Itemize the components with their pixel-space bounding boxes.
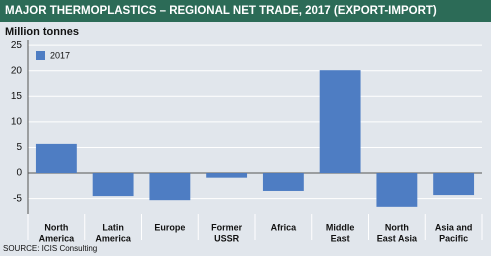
x-tick-label: North xyxy=(44,222,68,232)
source: SOURCE: ICIS Consulting xyxy=(3,244,97,253)
y-tick-label: 0 xyxy=(16,168,22,179)
x-tick-label: North xyxy=(385,222,409,232)
chart-title: MAJOR THERMOPLASTICS – REGIONAL NET TRAD… xyxy=(5,5,437,17)
x-tick-label: Europe xyxy=(154,222,185,232)
x-tick-label: Asia and xyxy=(435,222,473,232)
y-axis-title: Million tonnes xyxy=(5,26,79,38)
x-tick-label: Latin xyxy=(102,222,124,232)
x-tick-label: Africa xyxy=(271,222,298,232)
legend-label: 2017 xyxy=(50,50,70,60)
y-tick-label: 5 xyxy=(16,142,22,153)
y-tick-label: 25 xyxy=(11,40,23,51)
y-tick-label: 20 xyxy=(11,65,23,76)
bar xyxy=(319,70,361,174)
bar xyxy=(433,173,475,196)
bar xyxy=(376,173,418,207)
x-tick-label: Former xyxy=(211,222,243,232)
legend-swatch xyxy=(36,51,45,60)
bar xyxy=(92,173,134,197)
x-tick-label: East Asia xyxy=(377,233,418,243)
title-banner xyxy=(0,0,491,22)
x-tick-label: Middle xyxy=(326,222,355,232)
x-tick-label: America xyxy=(95,233,132,243)
y-tick-label: 10 xyxy=(11,117,23,128)
bar xyxy=(206,173,248,178)
x-tick-label: Pacific xyxy=(439,233,468,243)
y-tick-label: -5 xyxy=(13,193,22,204)
x-tick-label: East xyxy=(331,233,350,243)
x-tick-label: America xyxy=(39,233,76,243)
x-tick-label: USSR xyxy=(214,233,240,243)
bar xyxy=(149,173,191,201)
y-tick-label: 15 xyxy=(11,91,23,102)
bar xyxy=(262,173,304,191)
bar xyxy=(35,143,77,174)
